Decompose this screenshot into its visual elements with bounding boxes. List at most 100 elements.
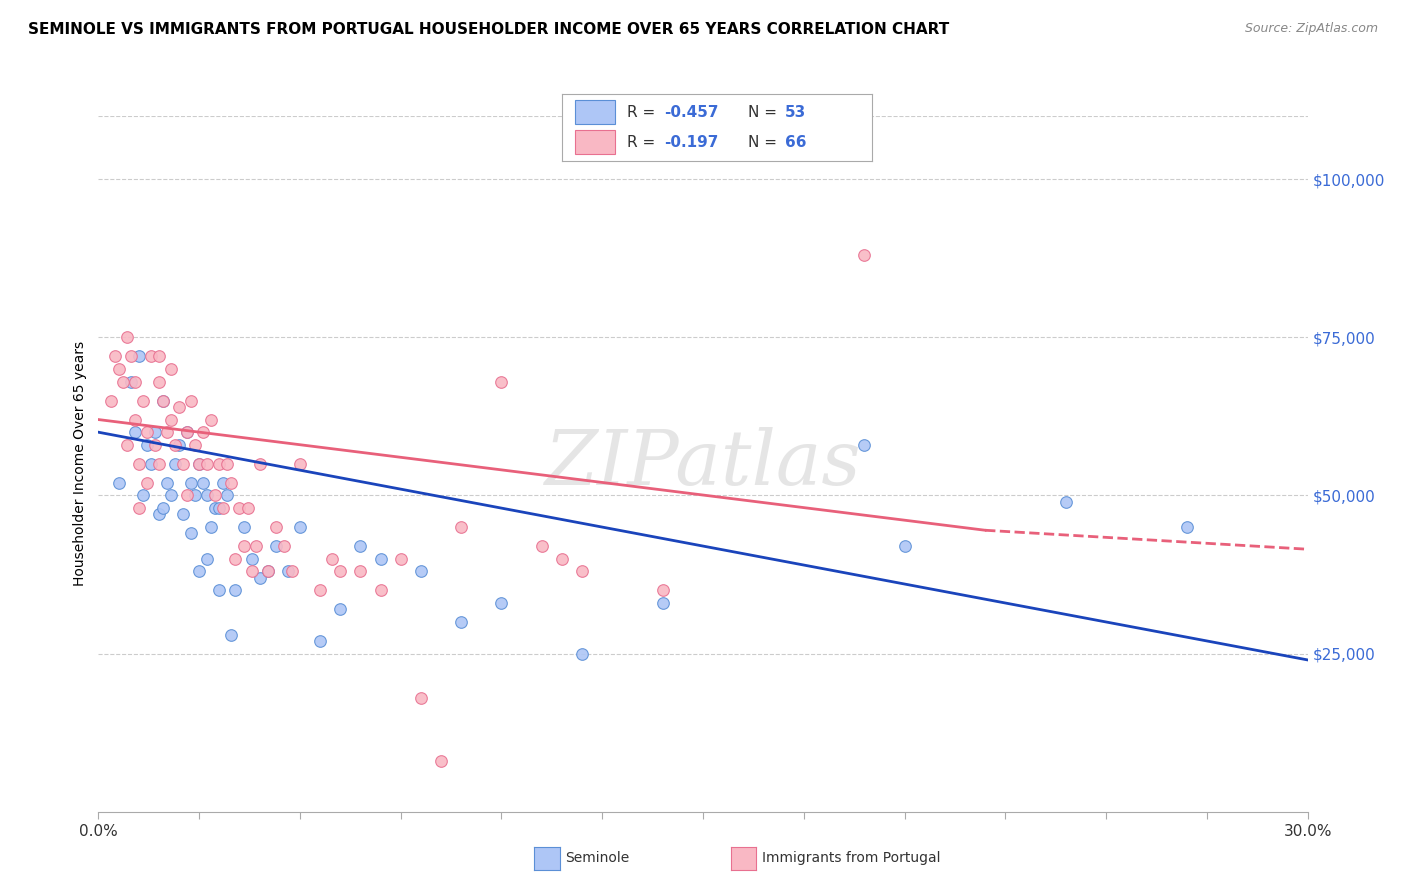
Point <box>228 501 250 516</box>
Point <box>128 457 150 471</box>
Point <box>277 565 299 579</box>
Point <box>124 375 146 389</box>
Point <box>450 520 472 534</box>
Point <box>152 393 174 408</box>
Point <box>551 551 574 566</box>
Point <box>249 457 271 471</box>
Point <box>217 457 239 471</box>
Point <box>1054 495 1077 509</box>
Point <box>128 349 150 363</box>
Point <box>167 438 190 452</box>
Text: N =: N = <box>748 104 782 120</box>
Point <box>224 583 246 598</box>
Point <box>651 583 673 598</box>
Point <box>124 412 146 426</box>
Point <box>128 501 150 516</box>
Point <box>148 508 170 522</box>
Point <box>143 438 166 452</box>
Point <box>450 615 472 629</box>
Point <box>349 539 371 553</box>
Point <box>217 488 239 502</box>
Point <box>430 754 453 768</box>
Point <box>188 457 211 471</box>
Point <box>132 488 155 502</box>
Point <box>148 375 170 389</box>
Point <box>208 583 231 598</box>
Point <box>160 362 183 376</box>
Point <box>651 596 673 610</box>
Point <box>156 475 179 490</box>
Point <box>491 596 513 610</box>
Point <box>176 425 198 440</box>
Point <box>530 539 553 553</box>
Text: -0.197: -0.197 <box>665 135 718 150</box>
Point <box>160 412 183 426</box>
Point <box>409 565 432 579</box>
Bar <box>575 101 614 124</box>
Text: Source: ZipAtlas.com: Source: ZipAtlas.com <box>1244 22 1378 36</box>
Point <box>184 438 207 452</box>
Text: 53: 53 <box>785 104 807 120</box>
Point <box>288 457 311 471</box>
Point <box>184 488 207 502</box>
Point <box>139 457 162 471</box>
Point <box>195 488 218 502</box>
Point <box>370 583 392 598</box>
Point <box>288 520 311 534</box>
Point <box>240 565 263 579</box>
Point <box>221 475 243 490</box>
Point <box>256 565 278 579</box>
Point <box>180 526 202 541</box>
Point <box>176 488 198 502</box>
Point <box>135 438 157 452</box>
Point <box>135 425 157 440</box>
Point <box>409 690 432 705</box>
Point <box>224 551 246 566</box>
Point <box>160 488 183 502</box>
Point <box>193 425 215 440</box>
Text: R =: R = <box>627 135 661 150</box>
Point <box>221 627 243 641</box>
Point <box>176 425 198 440</box>
Point <box>236 501 259 516</box>
Point <box>193 475 215 490</box>
Point <box>124 425 146 440</box>
Text: SEMINOLE VS IMMIGRANTS FROM PORTUGAL HOUSEHOLDER INCOME OVER 65 YEARS CORRELATIO: SEMINOLE VS IMMIGRANTS FROM PORTUGAL HOU… <box>28 22 949 37</box>
Y-axis label: Householder Income Over 65 years: Householder Income Over 65 years <box>73 342 87 586</box>
Point <box>143 425 166 440</box>
Point <box>232 520 254 534</box>
Point <box>132 393 155 408</box>
Point <box>204 488 226 502</box>
Point <box>370 551 392 566</box>
Point <box>200 520 222 534</box>
Text: ZIPatlas: ZIPatlas <box>544 427 862 500</box>
Point <box>329 565 352 579</box>
Point <box>139 349 162 363</box>
Text: N =: N = <box>748 135 782 150</box>
Point <box>115 330 138 344</box>
Point <box>249 571 271 585</box>
Point <box>107 475 129 490</box>
Point <box>571 647 593 661</box>
Point <box>120 349 142 363</box>
Point <box>1175 520 1198 534</box>
Point <box>200 412 222 426</box>
Point <box>180 475 202 490</box>
Text: Immigrants from Portugal: Immigrants from Portugal <box>762 851 941 865</box>
Point <box>167 400 190 414</box>
Point <box>208 501 231 516</box>
Text: Seminole: Seminole <box>565 851 630 865</box>
Point <box>163 438 186 452</box>
Point <box>152 393 174 408</box>
Point <box>208 457 231 471</box>
Point <box>232 539 254 553</box>
Point <box>148 349 170 363</box>
Point <box>389 551 412 566</box>
Point <box>156 425 179 440</box>
Point <box>135 475 157 490</box>
Point <box>853 248 876 262</box>
Point <box>264 539 287 553</box>
Point <box>329 602 352 616</box>
Point <box>245 539 267 553</box>
Point <box>212 501 235 516</box>
